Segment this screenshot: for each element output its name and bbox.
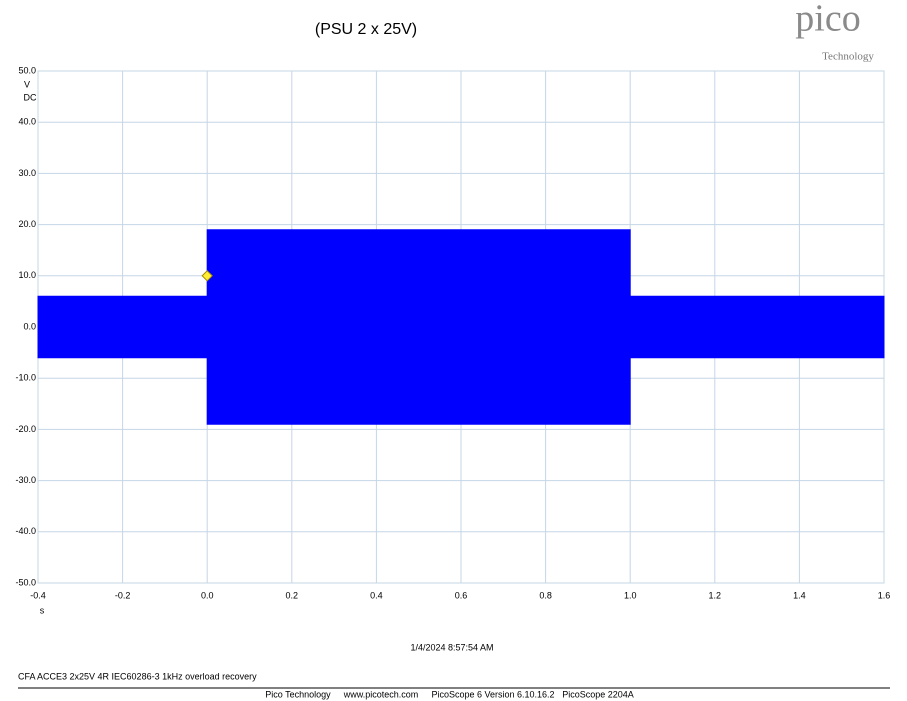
footer: Pico Technology (265, 689, 331, 699)
x-unit: s (40, 605, 45, 615)
x-tick-label: 0.6 (455, 590, 468, 600)
x-tick-label: 1.2 (709, 590, 722, 600)
y-tick-label: -50.0 (15, 577, 36, 587)
y-tick-label: -30.0 (15, 475, 36, 485)
y-tick-label: 50.0 (18, 65, 36, 75)
y-tick-label: 0.0 (23, 321, 36, 331)
y-tick-label: -10.0 (15, 373, 36, 383)
x-tick-label: 0.0 (201, 590, 214, 600)
y-tick-label: 40.0 (18, 117, 36, 127)
x-tick-label: 1.4 (793, 590, 806, 600)
y-tick-label: 20.0 (18, 219, 36, 229)
chart-title: (PSU 2 x 25V) (315, 21, 417, 38)
timestamp: 1/4/2024 8:57:54 AM (410, 642, 493, 652)
logo-sub: Technology (822, 51, 874, 63)
y-unit: V (24, 79, 30, 89)
x-tick-label: 0.8 (539, 590, 552, 600)
footer: PicoScope 2204A (562, 689, 634, 699)
y-tick-label: 30.0 (18, 168, 36, 178)
x-tick-label: 0.4 (370, 590, 383, 600)
y-coupling: DC (24, 92, 37, 102)
waveform (37, 229, 885, 328)
x-tick-label: 1.6 (878, 590, 891, 600)
x-tick-label: -0.4 (30, 590, 46, 600)
footer: PicoScope 6 Version 6.10.16.2 (431, 689, 554, 699)
y-tick-label: -20.0 (15, 424, 36, 434)
y-tick-label: -40.0 (15, 526, 36, 536)
footer: www.picotech.com (343, 689, 419, 699)
y-tick-label: 10.0 (18, 270, 36, 280)
x-tick-label: -0.2 (115, 590, 131, 600)
logo: pico (795, 0, 860, 40)
trigger-marker (201, 270, 213, 282)
x-tick-label: 0.2 (286, 590, 299, 600)
x-tick-label: 1.0 (624, 590, 637, 600)
note: CFA ACCE3 2x25V 4R IEC60286-3 1kHz overl… (18, 671, 257, 681)
waveform (37, 326, 885, 425)
